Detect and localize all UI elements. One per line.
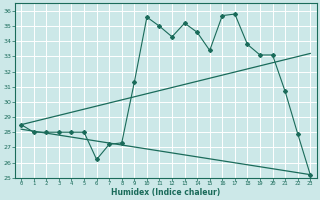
X-axis label: Humidex (Indice chaleur): Humidex (Indice chaleur) (111, 188, 220, 197)
